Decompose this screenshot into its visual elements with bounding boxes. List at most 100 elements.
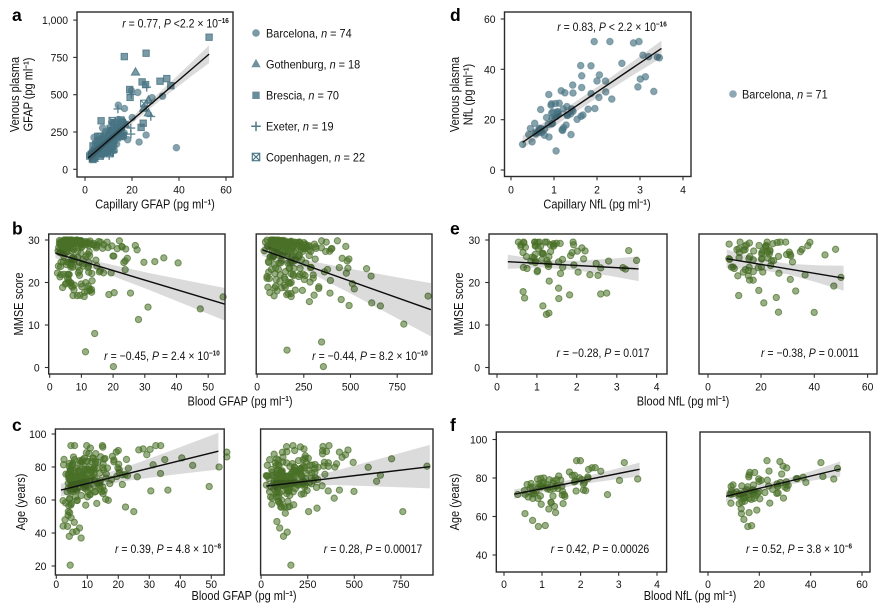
svg-text:r = −0.28, P = 0.017: r = −0.28, P = 0.017 bbox=[557, 347, 650, 360]
svg-text:r = 0.39, P = 4.8 × 10−8: r = 0.39, P = 4.8 × 10−8 bbox=[115, 543, 221, 556]
svg-text:3: 3 bbox=[637, 184, 643, 196]
svg-text:50: 50 bbox=[202, 381, 214, 393]
svg-text:3: 3 bbox=[616, 579, 622, 591]
svg-text:50: 50 bbox=[206, 579, 218, 591]
svg-text:250: 250 bbox=[295, 381, 312, 393]
svg-text:Exeter, n = 19: Exeter, n = 19 bbox=[266, 120, 334, 134]
svg-text:2: 2 bbox=[574, 381, 580, 393]
svg-text:Age (years): Age (years) bbox=[14, 474, 28, 531]
svg-text:MMSE score: MMSE score bbox=[452, 272, 466, 335]
svg-text:Blood GFAP (pg ml−1): Blood GFAP (pg ml−1) bbox=[188, 395, 293, 409]
svg-text:MMSE score: MMSE score bbox=[12, 272, 26, 335]
svg-text:r = 0.42, P = 0.00026: r = 0.42, P = 0.00026 bbox=[551, 543, 649, 556]
svg-text:GFAP (pg ml−1): GFAP (pg ml−1) bbox=[22, 58, 36, 132]
svg-text:10: 10 bbox=[76, 381, 88, 393]
svg-text:500: 500 bbox=[346, 579, 363, 591]
svg-text:r = 0.83, P < 2.2 × 10−16: r = 0.83, P < 2.2 × 10−16 bbox=[557, 21, 667, 34]
svg-text:r = −0.38, P = 0.0011: r = −0.38, P = 0.0011 bbox=[761, 347, 859, 360]
svg-text:10: 10 bbox=[468, 320, 480, 332]
svg-text:100: 100 bbox=[29, 429, 46, 441]
svg-text:Blood NfL (pg ml−1): Blood NfL (pg ml−1) bbox=[637, 395, 730, 409]
svg-text:80: 80 bbox=[35, 462, 47, 474]
svg-text:250: 250 bbox=[51, 127, 68, 139]
svg-text:40: 40 bbox=[35, 528, 47, 540]
svg-text:1: 1 bbox=[539, 579, 545, 591]
svg-text:1: 1 bbox=[534, 381, 540, 393]
svg-text:1: 1 bbox=[551, 184, 557, 196]
svg-text:0: 0 bbox=[490, 165, 496, 177]
svg-text:Gothenburg, n = 18: Gothenburg, n = 18 bbox=[266, 58, 360, 72]
svg-text:r = 0.52, P = 3.8 × 10−6: r = 0.52, P = 3.8 × 10−6 bbox=[746, 543, 852, 556]
svg-text:20: 20 bbox=[35, 561, 47, 573]
svg-text:40: 40 bbox=[173, 184, 185, 196]
svg-text:500: 500 bbox=[51, 89, 68, 101]
svg-text:20: 20 bbox=[468, 277, 480, 289]
svg-text:2: 2 bbox=[578, 579, 584, 591]
svg-text:80: 80 bbox=[476, 473, 488, 485]
svg-text:r = 0.28, P = 0.00017: r = 0.28, P = 0.00017 bbox=[324, 543, 422, 556]
svg-text:Copenhagen, n = 22: Copenhagen, n = 22 bbox=[266, 151, 365, 165]
svg-text:e: e bbox=[450, 219, 460, 239]
svg-text:100: 100 bbox=[470, 434, 487, 446]
svg-text:1,000: 1,000 bbox=[42, 15, 68, 27]
svg-text:30: 30 bbox=[139, 381, 151, 393]
svg-text:Venous plasma: Venous plasma bbox=[8, 56, 22, 132]
svg-text:r = 0.77, P <2.2 × 10−16: r = 0.77, P <2.2 × 10−16 bbox=[122, 18, 229, 31]
svg-text:r = −0.45, P = 2.4 × 10−10: r = −0.45, P = 2.4 × 10−10 bbox=[104, 350, 220, 363]
svg-text:Venous plasma: Venous plasma bbox=[448, 56, 462, 132]
svg-text:60: 60 bbox=[484, 14, 496, 26]
svg-text:40: 40 bbox=[809, 381, 821, 393]
svg-text:0: 0 bbox=[705, 381, 711, 393]
svg-text:60: 60 bbox=[220, 184, 232, 196]
svg-text:c: c bbox=[12, 415, 22, 435]
svg-text:Brescia, n = 70: Brescia, n = 70 bbox=[266, 89, 339, 103]
svg-text:250: 250 bbox=[299, 579, 316, 591]
svg-text:Barcelona, n = 71: Barcelona, n = 71 bbox=[742, 88, 828, 102]
svg-text:0: 0 bbox=[501, 579, 507, 591]
svg-text:0: 0 bbox=[82, 184, 88, 196]
svg-text:0: 0 bbox=[508, 184, 514, 196]
svg-text:500: 500 bbox=[342, 381, 359, 393]
svg-text:60: 60 bbox=[35, 495, 47, 507]
svg-text:0: 0 bbox=[705, 579, 711, 591]
svg-text:40: 40 bbox=[476, 550, 488, 562]
svg-text:750: 750 bbox=[51, 52, 68, 64]
svg-text:d: d bbox=[450, 5, 461, 25]
svg-text:750: 750 bbox=[392, 579, 409, 591]
svg-text:20: 20 bbox=[126, 184, 138, 196]
svg-text:40: 40 bbox=[171, 381, 183, 393]
svg-text:20: 20 bbox=[484, 114, 496, 126]
svg-text:20: 20 bbox=[107, 381, 119, 393]
svg-text:Blood GFAP (pg ml−1): Blood GFAP (pg ml−1) bbox=[192, 589, 297, 603]
svg-text:Age (years): Age (years) bbox=[448, 474, 462, 531]
svg-text:40: 40 bbox=[175, 579, 187, 591]
svg-text:4: 4 bbox=[680, 184, 686, 196]
svg-text:Blood NfL (pg ml−1): Blood NfL (pg ml−1) bbox=[644, 589, 737, 603]
svg-text:4: 4 bbox=[654, 579, 660, 591]
svg-text:0: 0 bbox=[258, 579, 264, 591]
svg-text:20: 20 bbox=[113, 579, 125, 591]
svg-text:60: 60 bbox=[862, 381, 874, 393]
svg-text:750: 750 bbox=[389, 381, 406, 393]
svg-text:60: 60 bbox=[476, 511, 488, 523]
svg-text:2: 2 bbox=[594, 184, 600, 196]
svg-text:NfL (pg ml−1): NfL (pg ml−1) bbox=[462, 64, 476, 125]
svg-text:a: a bbox=[12, 5, 22, 25]
svg-text:20: 20 bbox=[754, 579, 766, 591]
svg-text:0: 0 bbox=[494, 381, 500, 393]
svg-text:0: 0 bbox=[474, 362, 480, 374]
svg-text:30: 30 bbox=[144, 579, 156, 591]
svg-text:30: 30 bbox=[468, 235, 480, 247]
svg-text:f: f bbox=[450, 415, 456, 435]
svg-text:30: 30 bbox=[28, 235, 40, 247]
svg-text:Barcelona, n = 74: Barcelona, n = 74 bbox=[266, 27, 352, 41]
svg-text:4: 4 bbox=[654, 381, 660, 393]
svg-text:40: 40 bbox=[484, 64, 496, 76]
svg-text:Capillary GFAP (pg ml−1): Capillary GFAP (pg ml−1) bbox=[95, 198, 215, 212]
svg-text:3: 3 bbox=[614, 381, 620, 393]
svg-text:b: b bbox=[12, 219, 23, 239]
svg-text:20: 20 bbox=[755, 381, 767, 393]
svg-text:40: 40 bbox=[805, 579, 817, 591]
svg-text:10: 10 bbox=[28, 320, 40, 332]
svg-text:20: 20 bbox=[28, 277, 40, 289]
